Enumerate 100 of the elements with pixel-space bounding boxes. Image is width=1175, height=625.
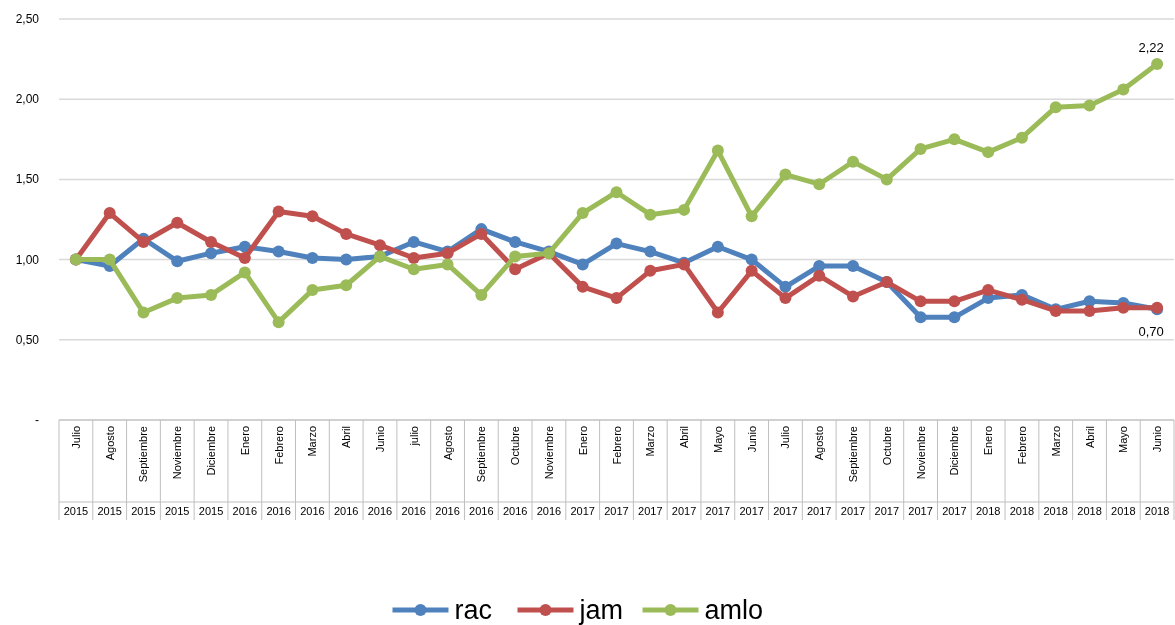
- point: [576, 207, 589, 220]
- point: [272, 316, 285, 329]
- point: [982, 146, 995, 159]
- point: [711, 306, 724, 319]
- category-label: Junio 2017: [739, 426, 764, 517]
- category-label: Agosto 2017: [806, 426, 832, 517]
- point: [1083, 99, 1096, 112]
- category-label: Diciembre 2015: [198, 426, 224, 517]
- point: [238, 266, 251, 279]
- category-label: Febrero 2018: [1009, 426, 1035, 517]
- category-label: Marzo 2016: [300, 426, 325, 517]
- legend-label: jam: [578, 595, 624, 625]
- category-label: Octubre 2017: [874, 426, 900, 517]
- y-tick-label: 1,00: [15, 252, 40, 267]
- point: [610, 237, 623, 250]
- category-label: Septiembre 2017: [840, 426, 866, 517]
- legend-label: rac: [454, 595, 493, 625]
- category-label: Noviembre 2015: [165, 426, 190, 517]
- point: [711, 240, 724, 253]
- point: [103, 253, 116, 266]
- point: [340, 253, 353, 266]
- category-label: Febrero 2017: [604, 426, 629, 517]
- point: [103, 207, 116, 220]
- category-label: Octubre 2016: [502, 426, 528, 517]
- y-tick-label: -: [35, 413, 39, 427]
- point: [171, 292, 184, 305]
- y-tick-label: 2,50: [15, 12, 40, 26]
- point: [1151, 57, 1164, 70]
- point: [678, 203, 691, 216]
- y-tick-label: 0,50: [15, 332, 40, 347]
- point: [644, 208, 657, 221]
- point: [1049, 101, 1062, 114]
- point: [745, 264, 758, 277]
- point: [610, 292, 623, 305]
- category-label: Septiembre 2015: [131, 426, 156, 517]
- point: [948, 311, 961, 324]
- category-label: Mayo 2018: [1111, 426, 1136, 517]
- category-label: Agosto 2016: [435, 426, 460, 517]
- category-label: Junio 2016: [367, 426, 393, 517]
- category-label: Enero 2017: [570, 426, 595, 517]
- point: [306, 252, 319, 264]
- point: [373, 239, 386, 252]
- point: [813, 269, 826, 282]
- point: [948, 133, 961, 146]
- point: [171, 216, 184, 229]
- category-label: Diciembre 2017: [942, 426, 967, 517]
- point: [847, 155, 860, 168]
- point: [779, 168, 792, 181]
- point: [475, 227, 488, 240]
- point: [509, 263, 522, 276]
- point: [779, 292, 792, 305]
- category-label: Julio 2017: [773, 426, 798, 517]
- category-label: Enero 2018: [975, 426, 1001, 517]
- point: [914, 295, 927, 308]
- category-label: Junio 2018: [1144, 426, 1170, 517]
- category-label: Julio 2015: [63, 426, 89, 517]
- category-label: Febrero 2016: [266, 426, 291, 517]
- point: [880, 173, 893, 186]
- point: [340, 279, 353, 292]
- point: [407, 252, 420, 264]
- annotation: 0,70: [1138, 323, 1164, 339]
- point: [475, 288, 488, 301]
- point: [509, 235, 522, 248]
- point: [914, 311, 927, 324]
- point: [711, 144, 724, 157]
- point: [1117, 301, 1130, 314]
- category-label: Enero 2016: [232, 426, 258, 517]
- point: [1083, 304, 1096, 317]
- point: [644, 245, 657, 258]
- point: [306, 210, 319, 223]
- point: [407, 235, 420, 248]
- category-label: julio 2016: [401, 426, 427, 517]
- category-label: Noviembre 2017: [908, 426, 933, 517]
- point: [1015, 131, 1028, 144]
- point: [272, 245, 285, 258]
- point: [644, 264, 657, 277]
- annotation: 2,22: [1138, 39, 1164, 55]
- category-label: Abril 2017: [671, 426, 697, 517]
- point: [576, 280, 589, 293]
- point: [171, 255, 184, 268]
- category-label: Abril 2018: [1077, 426, 1102, 517]
- point: [914, 142, 927, 155]
- point: [813, 178, 826, 191]
- point: [306, 284, 319, 297]
- point: [340, 227, 353, 240]
- category-label: Marzo 2018: [1043, 426, 1068, 517]
- point: [1117, 83, 1130, 96]
- point: [745, 210, 758, 223]
- point: [610, 186, 623, 199]
- point: [847, 290, 860, 303]
- point: [205, 235, 218, 248]
- y-tick-label: 1,50: [15, 172, 40, 187]
- point: [272, 205, 285, 218]
- point: [779, 280, 792, 293]
- legend-label: amlo: [704, 595, 764, 625]
- point: [745, 253, 758, 266]
- y-tick-label: 2,00: [15, 92, 40, 107]
- category-label: Agosto 2015: [97, 426, 122, 517]
- point: [441, 258, 454, 271]
- point: [407, 263, 420, 276]
